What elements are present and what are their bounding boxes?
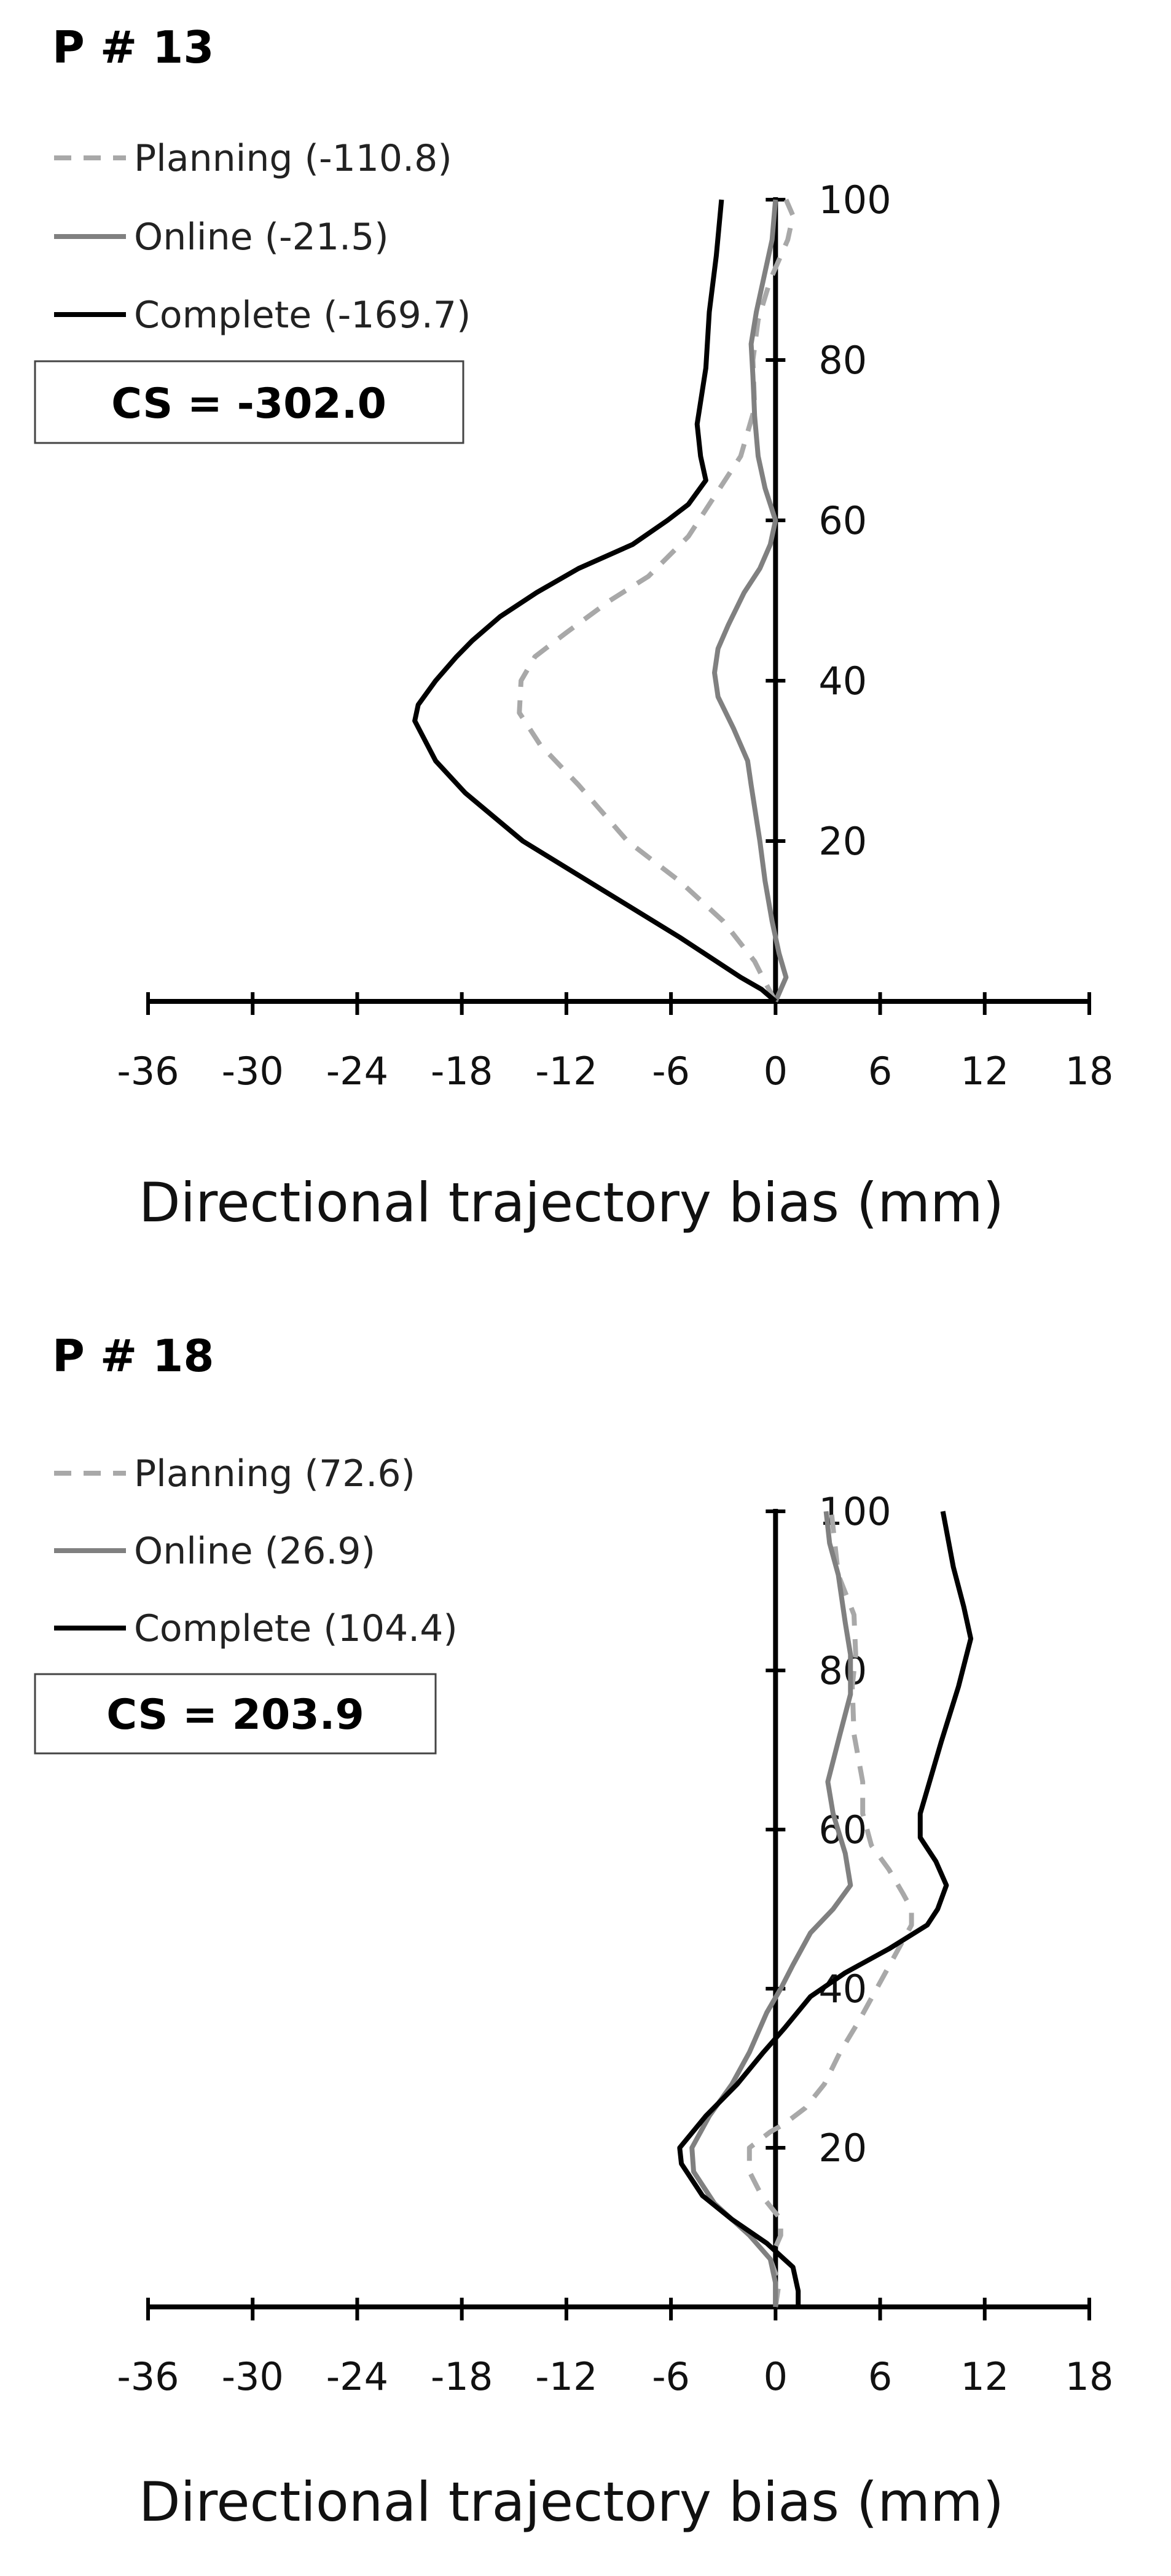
panel-title: P # 13	[52, 22, 214, 73]
legend-label-complete: Complete (104.4)	[134, 1607, 458, 1650]
y-tick-label: 100	[818, 178, 891, 222]
summary-box-label: CS = 203.9	[106, 1691, 364, 1739]
x-axis-label: Directional trajectory bias (mm)	[139, 1171, 1004, 1234]
x-tick-label: -24	[326, 2354, 388, 2399]
x-tick-label: 12	[960, 1049, 1009, 1094]
series-line	[712, 199, 789, 1003]
legend-label-online: Online (-21.5)	[134, 216, 389, 259]
x-tick-label: -36	[117, 1049, 179, 1094]
summary-box: CS = 203.9	[34, 1673, 437, 1755]
series-line	[517, 198, 796, 1003]
x-tick-label: -12	[535, 2354, 597, 2399]
x-tick-label: 12	[960, 2354, 1009, 2399]
chart-panel-p13: P # 13 Planning (-110.8) Online (-21.5) …	[34, 22, 1113, 1234]
x-tick-label: -6	[652, 1049, 690, 1094]
y-tick-label: 60	[818, 498, 867, 543]
y-tick-label: 80	[818, 338, 867, 383]
x-tick-label: -30	[222, 1049, 284, 1094]
legend-label-planning: Planning (72.6)	[134, 1452, 415, 1495]
y-tick-label: 20	[818, 2126, 867, 2171]
x-axis-label: Directional trajectory bias (mm)	[139, 2470, 1004, 2534]
x-tick-label: 0	[764, 2354, 788, 2399]
series-line	[746, 1511, 914, 2308]
legend: Planning (72.6) Online (26.9) Complete (…	[54, 1452, 458, 1650]
chart-panel-p18: P # 18 Planning (72.6) Online (26.9) Com…	[34, 1330, 1113, 2534]
y-tick-label: 40	[818, 659, 867, 703]
x-tick-label: -12	[535, 1049, 597, 1094]
x-tick-label: 6	[868, 1049, 892, 1094]
series-line	[689, 1511, 853, 2307]
legend-label-planning: Planning (-110.8)	[134, 137, 452, 180]
x-tick-label: 18	[1065, 2354, 1114, 2399]
x-tick-label: 6	[868, 2354, 892, 2399]
x-tick-label: -36	[117, 2354, 179, 2399]
summary-box-frame	[34, 360, 464, 444]
y-tick-label: 20	[818, 819, 867, 864]
legend-label-online: Online (26.9)	[134, 1530, 375, 1573]
x-tick-label: -24	[326, 1049, 388, 1094]
plot-area: -36 -30 -24 -18 -12 -6 0 6 12 18 20 40 60 80 100	[117, 178, 1113, 1094]
x-tick-label: 0	[764, 1049, 788, 1094]
summary-box: CS = -302.0	[34, 360, 464, 444]
series-line	[412, 199, 777, 1004]
x-tick-label: -18	[431, 1049, 493, 1094]
series-line	[677, 1511, 974, 2307]
x-tick-label: -30	[222, 2354, 284, 2399]
legend: Planning (-110.8) Online (-21.5) Complet…	[54, 137, 471, 337]
summary-box-frame	[34, 1673, 437, 1755]
x-tick-label: 18	[1065, 1049, 1114, 1094]
x-tick-label: -18	[431, 2354, 493, 2399]
panel-title: P # 18	[52, 1330, 214, 1382]
legend-label-complete: Complete (-169.7)	[134, 294, 471, 337]
x-tick-label: -6	[652, 2354, 690, 2399]
y-tick-label: 80	[818, 1648, 867, 1693]
summary-box-label: CS = -302.0	[111, 380, 386, 428]
